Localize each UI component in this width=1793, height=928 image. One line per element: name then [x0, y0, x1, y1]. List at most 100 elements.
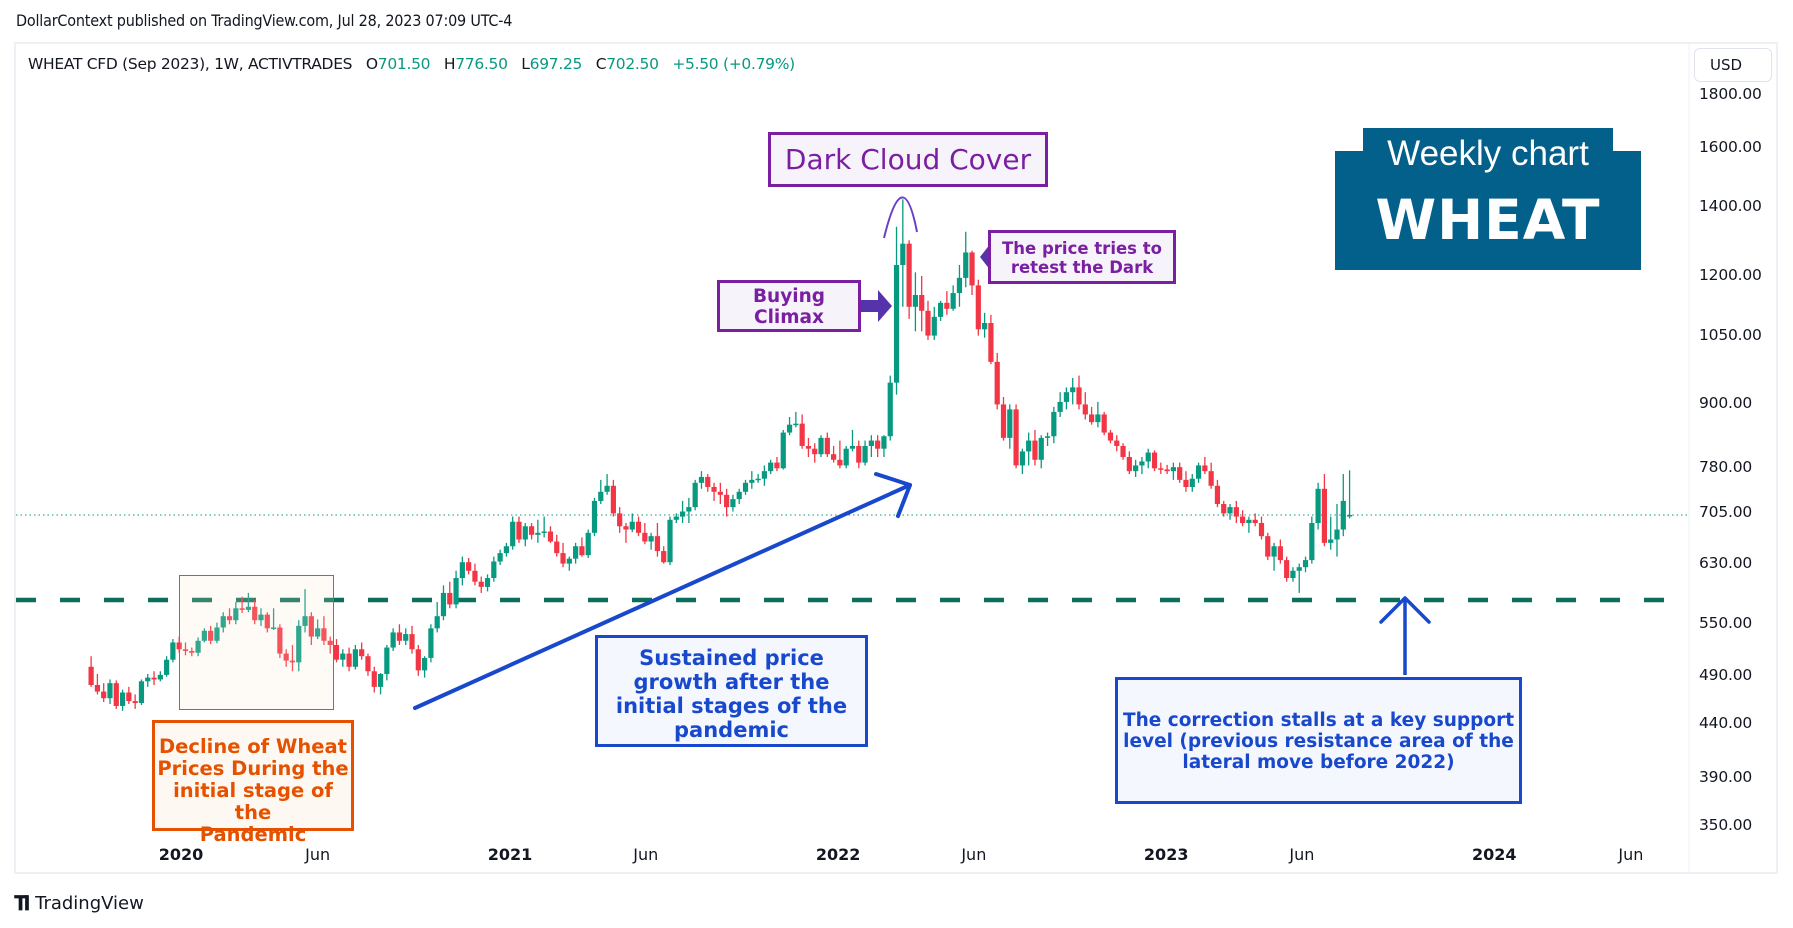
price-tick-label: 1800.00 — [1699, 85, 1762, 103]
candle-body — [327, 640, 333, 646]
badge-title: WHEAT — [1375, 188, 1601, 252]
candle-body — [547, 531, 554, 542]
change-value: +5.50 (+0.79%) — [672, 55, 795, 73]
time-tick-label: Jun — [1618, 845, 1644, 864]
candle-body — [377, 673, 384, 687]
candle-body — [245, 606, 252, 610]
currency-button[interactable]: USD — [1694, 48, 1772, 82]
candle-body — [478, 581, 484, 587]
candle-body — [1038, 437, 1044, 460]
candle-body — [472, 570, 478, 582]
candle-body — [1240, 516, 1246, 524]
candle-body — [390, 632, 396, 648]
candle-body — [1070, 387, 1076, 393]
time-tick-label: 2022 — [815, 845, 861, 864]
trend-arrow-line — [413, 483, 912, 710]
candle-body — [560, 553, 566, 564]
candle-body — [843, 448, 849, 466]
buying-climax-label: Buying Climax — [717, 280, 861, 332]
candle-body — [258, 614, 264, 621]
candle-body — [1277, 546, 1283, 561]
candle-body — [119, 692, 126, 706]
candle-body — [522, 526, 528, 540]
candle-body — [346, 653, 352, 667]
candle-body — [856, 445, 862, 463]
time-tick-label: 2020 — [158, 845, 204, 864]
candle-body — [1000, 404, 1007, 438]
candle-body — [88, 666, 94, 686]
candle-body — [768, 462, 774, 472]
candle-body — [805, 445, 812, 449]
candle-body — [1063, 392, 1070, 402]
candle-body — [371, 671, 377, 687]
candle-body — [157, 674, 163, 680]
candle-body — [956, 277, 963, 294]
candle-body — [1296, 567, 1302, 571]
candle-body — [919, 294, 925, 311]
candle-body — [113, 683, 119, 706]
retest-label: The price tries to retest the Dark — [988, 230, 1176, 284]
time-tick-label: 2021 — [487, 845, 533, 864]
candle-body — [170, 642, 176, 660]
candle-body — [742, 482, 749, 492]
candle-body — [749, 479, 755, 483]
candle-body — [1252, 519, 1258, 524]
candle-body — [686, 507, 692, 512]
close-label: C — [595, 55, 607, 73]
candle-body — [270, 627, 277, 629]
candle-body — [755, 478, 761, 481]
candle-body — [982, 323, 988, 330]
price-tick-label: 1050.00 — [1699, 325, 1762, 344]
candle-body — [969, 252, 975, 286]
candle-body — [1051, 411, 1057, 437]
candle-body — [1026, 440, 1032, 452]
open-value: 701.50 — [377, 55, 431, 73]
candle-body — [1101, 414, 1107, 433]
candle-body — [1177, 467, 1183, 480]
price-tick-label: 900.00 — [1699, 394, 1753, 413]
candle-body — [1195, 465, 1202, 479]
candle-body — [730, 499, 736, 508]
candle-body — [1151, 452, 1158, 469]
candle-body — [277, 627, 283, 654]
candle-body — [321, 628, 327, 641]
candle-body — [503, 546, 510, 554]
candle-body — [780, 432, 786, 469]
candle-body — [201, 630, 207, 641]
candle-body — [138, 681, 145, 704]
candle-body — [598, 491, 604, 501]
candle-body — [308, 616, 314, 637]
support-correction-label: The correction stalls at a key support l… — [1115, 677, 1522, 804]
price-tick-label: 390.00 — [1699, 767, 1753, 786]
candle-body — [151, 677, 157, 680]
candle-body — [812, 448, 818, 455]
candle-body — [566, 558, 572, 564]
candle-body — [629, 521, 635, 530]
candle-body — [239, 608, 245, 610]
candle-body — [554, 541, 560, 554]
price-tick-label: 1600.00 — [1699, 137, 1762, 156]
time-tick-label: Jun — [961, 845, 987, 864]
candle-body — [182, 649, 189, 651]
candle-body — [264, 614, 270, 629]
candle-body — [667, 519, 673, 563]
candle-body — [736, 491, 742, 500]
time-tick-label: 2023 — [1143, 845, 1189, 864]
candle-body — [875, 440, 881, 449]
candle-body — [296, 625, 302, 663]
price-tick-label: 550.00 — [1699, 614, 1753, 633]
candle-body — [604, 485, 610, 492]
candle-body — [132, 701, 138, 704]
candle-body — [434, 616, 440, 629]
candle-body — [679, 511, 686, 517]
candle-body — [220, 616, 226, 628]
footer-brand[interactable]: TradingView — [35, 892, 144, 914]
candle-body — [1284, 560, 1290, 579]
candle-body — [384, 647, 390, 674]
tradingview-logo-icon[interactable]: 𝐓𝐈 — [14, 891, 30, 915]
right-arrow-icon — [861, 290, 892, 322]
candle-body — [937, 302, 944, 317]
candle-body — [849, 445, 856, 449]
footer: 𝐓𝐈 TradingView — [14, 891, 144, 915]
